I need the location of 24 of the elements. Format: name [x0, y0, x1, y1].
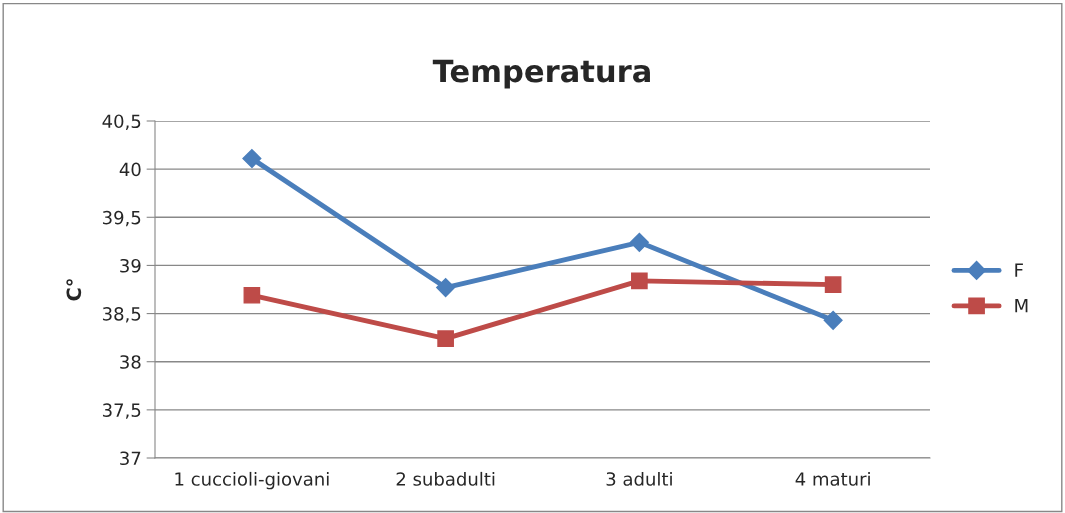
- x-tick-label: 4 maturi: [795, 471, 870, 486]
- y-tick-label: 37,5: [102, 403, 141, 419]
- y-tick-label: 37: [120, 451, 141, 466]
- point: [629, 232, 649, 252]
- legend-label: F: [1015, 263, 1023, 277]
- chart-title: Temperatura: [432, 59, 650, 89]
- y-tick-label: 40,5: [102, 114, 141, 130]
- y-tick-label: 40: [119, 162, 141, 177]
- point: [243, 286, 261, 304]
- x-tick-label: 1 cuccioli-giovani: [175, 471, 329, 490]
- y-axis-title: C°: [66, 279, 82, 301]
- point: [437, 330, 454, 347]
- x-tick-label: 2 subadulti: [396, 471, 495, 486]
- point: [242, 149, 262, 169]
- point: [631, 272, 648, 290]
- y-tick-label: 38,5: [102, 307, 141, 323]
- point: [823, 310, 843, 330]
- point: [824, 276, 842, 294]
- y-tick-label: 38: [120, 355, 141, 369]
- point: [436, 278, 456, 298]
- y-tick-label: 39: [120, 258, 141, 273]
- x-tick-label: 3 adulti: [606, 471, 672, 486]
- legend-label: M: [1015, 299, 1028, 313]
- y-tick-label: 39,5: [102, 210, 141, 227]
